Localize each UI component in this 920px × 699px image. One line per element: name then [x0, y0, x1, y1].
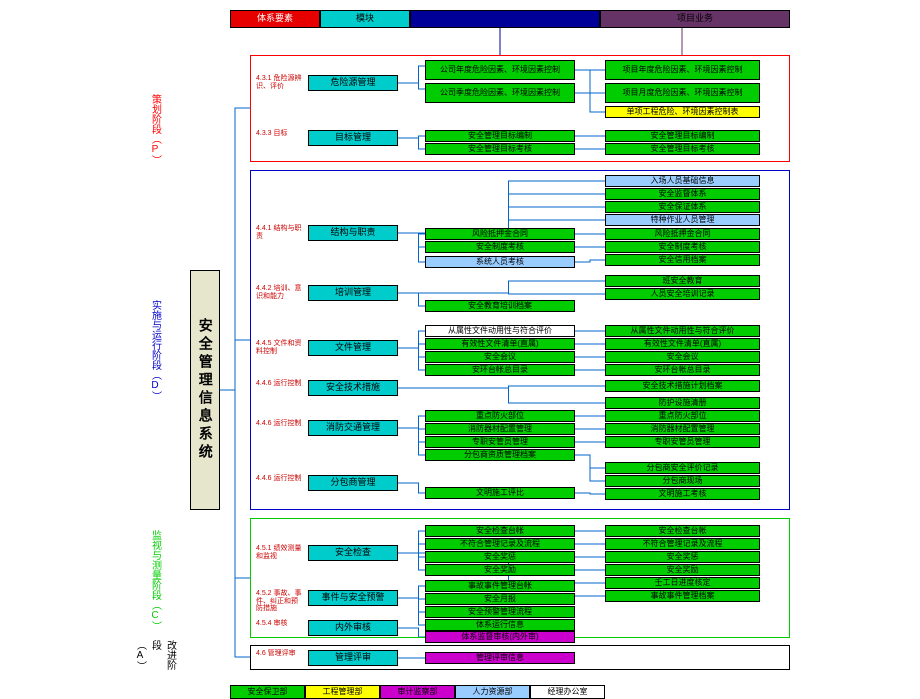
activity-box: 分包商安全评价记录 [605, 462, 760, 474]
activity-box: 班安全教育 [605, 275, 760, 287]
activity-box: 消防器材配置管理 [605, 423, 760, 435]
activity-box: 安全奖励 [425, 564, 575, 576]
element-code: 4.5.4 审核 [256, 620, 304, 628]
legend-item: 模块 [320, 10, 410, 28]
module-box: 培训管理 [308, 285, 398, 301]
activity-box: 文明施工考核 [605, 488, 760, 500]
element-code: 4.6 管理评审 [256, 650, 304, 658]
module-box: 结构与职责 [308, 225, 398, 241]
activity-box: 安全制度考核 [425, 241, 575, 253]
legend-item: 审计监察部 [380, 685, 455, 699]
activity-box: 安环台帐总目录 [605, 364, 760, 376]
module-box: 目标管理 [308, 130, 398, 146]
module-box: 安全检查 [308, 545, 398, 561]
module-box: 分包商管理 [308, 475, 398, 491]
legend-item: 工程管理部 [305, 685, 380, 699]
activity-box: 安全奖励 [605, 564, 760, 576]
activity-box: 安全监督体系 [605, 188, 760, 200]
activity-box: 安全管理目标编制 [425, 130, 575, 142]
module-box: 危险源管理 [308, 75, 398, 91]
phase-label: 监视与测量阶段（C） [145, 525, 165, 635]
activity-box: 有效性文件清单(直属) [425, 338, 575, 350]
activity-box: 系统人员考核 [425, 256, 575, 268]
activity-box: 消防器材配置管理 [425, 423, 575, 435]
activity-box: 从属性文件动用性与符合评价 [605, 325, 760, 337]
module-box: 管理评审 [308, 650, 398, 666]
activity-box: 体系监督审核(内外审) [425, 631, 575, 643]
activity-box: 安全技术措施计划档案 [605, 380, 760, 392]
activity-box: 安全教育培训档案 [425, 300, 575, 312]
activity-box: 体系运行信息 [425, 619, 575, 631]
legend-item: 安全保卫部 [230, 685, 305, 699]
top-legend: 体系要素模块公司业务项目业务 [230, 10, 790, 28]
activity-box: 分包商资质管理档案 [425, 449, 575, 461]
element-code: 4.3.1 危险源辨识、评价 [256, 75, 304, 90]
activity-box: 公司年度危险因素、环境因素控制 [425, 60, 575, 80]
module-box: 内外审核 [308, 620, 398, 636]
legend-item: 人力资源部 [455, 685, 530, 699]
activity-box: 安全信用档案 [605, 254, 760, 266]
activity-box: 安全制度考核 [605, 241, 760, 253]
element-code: 4.3.3 目标 [256, 130, 304, 138]
legend-item: 项目业务 [600, 10, 790, 28]
legend-item: 经理办公室 [530, 685, 605, 699]
activity-box: 事故事件管理台帐 [425, 580, 575, 592]
activity-box: 不符合管理记录及流程 [605, 538, 760, 550]
element-code: 4.4.5 文件和资料控制 [256, 340, 304, 355]
activity-box: 从属性文件动用性与符合评价 [425, 325, 575, 337]
activity-box: 专职安管员管理 [425, 436, 575, 448]
legend-item: 公司业务 [410, 10, 600, 28]
module-box: 安全技术措施 [308, 380, 398, 396]
phase-label: 实施与运行阶段（D） [145, 185, 165, 515]
module-box: 文件管理 [308, 340, 398, 356]
activity-box: 重点防火部位 [605, 410, 760, 422]
module-box: 消防交通管理 [308, 420, 398, 436]
element-code: 4.4.1 结构与职责 [256, 225, 304, 240]
element-code: 4.4.6 运行控制 [256, 420, 304, 428]
activity-box: 不符合管理记录及流程 [425, 538, 575, 550]
activity-box: 安全管理目标考核 [605, 143, 760, 155]
activity-box: 入场人员基础信息 [605, 175, 760, 187]
activity-box: 安全月报 [425, 593, 575, 605]
activity-box: 安全检查台帐 [605, 525, 760, 537]
activity-box: 风险抵押金合同 [605, 228, 760, 240]
activity-box: 重点防火部位 [425, 410, 575, 422]
activity-box: 文明施工评比 [425, 487, 575, 499]
activity-box: 安全管理目标编制 [605, 130, 760, 142]
activity-box: 安全会议 [425, 351, 575, 363]
activity-box: 项目月度危险因素、环境因素控制 [605, 83, 760, 103]
legend-item: 体系要素 [230, 10, 320, 28]
activity-box: 人员安全培训记录 [605, 288, 760, 300]
activity-box: 分包商现场 [605, 475, 760, 487]
bottom-legend: 安全保卫部工程管理部审计监察部人力资源部经理办公室 [230, 685, 605, 699]
activity-box: 安全奖惩 [425, 551, 575, 563]
activity-box: 壬工日进度核定 [605, 577, 760, 589]
main-title: 安全管理信息系统 [190, 270, 220, 510]
activity-box: 安全奖惩 [605, 551, 760, 563]
element-code: 4.5.1 绩效测量和监视 [256, 545, 304, 560]
element-code: 4.5.2 事故、事件、纠正和预防措施 [256, 590, 304, 613]
element-code: 4.4.2 培训、意识和能力 [256, 285, 304, 300]
phase-label: 策划阶段（P） [145, 82, 165, 177]
activity-box: 安全检查台帐 [425, 525, 575, 537]
activity-box: 安环台帐总目录 [425, 364, 575, 376]
activity-box: 项目年度危险因素、环境因素控制 [605, 60, 760, 80]
activity-box: 专职安管员管理 [605, 436, 760, 448]
activity-box: 公司季度危险因素、环境因素控制 [425, 83, 575, 103]
activity-box: 有效性文件清单(直属) [605, 338, 760, 350]
element-code: 4.4.6 运行控制 [256, 380, 304, 388]
phase-label: 改进阶段（A） [145, 640, 165, 670]
activity-box: 安全会议 [605, 351, 760, 363]
module-box: 事件与安全预警 [308, 590, 398, 606]
element-code: 4.4.6 运行控制 [256, 475, 304, 483]
activity-box: 防护设施清册 [605, 397, 760, 409]
activity-box: 安全保证体系 [605, 201, 760, 213]
activity-box: 安全管理目标考核 [425, 143, 575, 155]
activity-box: 风险抵押金合同 [425, 228, 575, 240]
activity-box: 安全预警管理流程 [425, 606, 575, 618]
activity-box: 特种作业人员管理 [605, 214, 760, 226]
activity-box: 管理评审信息 [425, 652, 575, 664]
activity-box: 单项工程危险、环境因素控制表 [605, 106, 760, 118]
activity-box: 事故事件管理档案 [605, 590, 760, 602]
